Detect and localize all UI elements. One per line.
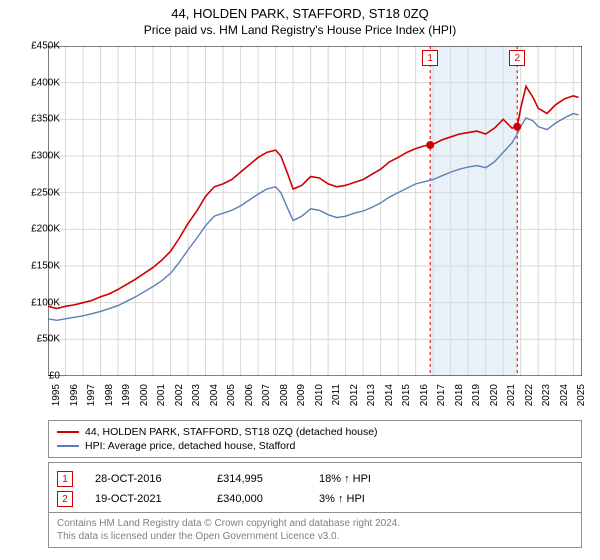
legend-label: 44, HOLDEN PARK, STAFFORD, ST18 0ZQ (det… <box>85 426 378 438</box>
x-tick-label: 2021 <box>506 384 517 406</box>
y-tick-label: £350K <box>14 114 60 125</box>
x-tick-label: 2007 <box>261 384 272 406</box>
x-tick-label: 2019 <box>471 384 482 406</box>
sale-marker-badge: 2 <box>509 50 525 66</box>
x-tick-label: 2008 <box>279 384 290 406</box>
sale-badge: 1 <box>57 471 73 487</box>
sale-price: £340,000 <box>217 493 297 505</box>
x-tick-label: 2022 <box>524 384 535 406</box>
x-tick-label: 2000 <box>139 384 150 406</box>
sale-date: 28-OCT-2016 <box>95 473 195 485</box>
x-axis-labels: 1995 1996 1997 1998 1999 2000 2001 2002 2003 2004… <box>48 380 582 420</box>
sales-table: 1 28-OCT-2016 £314,995 18% ↑ HPI 2 19-OCT-202… <box>48 462 582 516</box>
y-tick-label: £100K <box>14 297 60 308</box>
chart-plot-area <box>48 46 582 376</box>
x-tick-label: 2023 <box>541 384 552 406</box>
x-tick-label: 2015 <box>401 384 412 406</box>
y-tick-label: £400K <box>14 77 60 88</box>
x-tick-label: 2010 <box>314 384 325 406</box>
footer-line: Contains HM Land Registry data © Crown c… <box>57 517 573 530</box>
chart-subtitle: Price paid vs. HM Land Registry's House … <box>0 21 600 37</box>
x-tick-label: 2020 <box>489 384 500 406</box>
x-tick-label: 1996 <box>69 384 80 406</box>
y-tick-label: £250K <box>14 187 60 198</box>
x-tick-label: 1998 <box>104 384 115 406</box>
legend-box: 44, HOLDEN PARK, STAFFORD, ST18 0ZQ (det… <box>48 420 582 458</box>
sale-date: 19-OCT-2021 <box>95 493 195 505</box>
legend-label: HPI: Average price, detached house, Staf… <box>85 440 295 452</box>
sale-row: 2 19-OCT-2021 £340,000 3% ↑ HPI <box>57 489 573 509</box>
x-tick-label: 2002 <box>174 384 185 406</box>
footer-attribution: Contains HM Land Registry data © Crown c… <box>48 512 582 548</box>
x-tick-label: 2025 <box>576 384 587 406</box>
chart-container: 44, HOLDEN PARK, STAFFORD, ST18 0ZQ Pric… <box>0 0 600 560</box>
x-tick-label: 1995 <box>51 384 62 406</box>
legend-row: HPI: Average price, detached house, Staf… <box>57 439 573 453</box>
chart-svg <box>48 46 582 376</box>
y-tick-label: £150K <box>14 261 60 272</box>
legend-row: 44, HOLDEN PARK, STAFFORD, ST18 0ZQ (det… <box>57 425 573 439</box>
x-tick-label: 2006 <box>244 384 255 406</box>
y-tick-label: £450K <box>14 41 60 52</box>
x-tick-label: 2013 <box>366 384 377 406</box>
x-tick-label: 2018 <box>454 384 465 406</box>
x-tick-label: 1997 <box>86 384 97 406</box>
footer-line: This data is licensed under the Open Gov… <box>57 530 573 543</box>
y-tick-label: £50K <box>14 334 60 345</box>
sale-price: £314,995 <box>217 473 297 485</box>
legend-swatch <box>57 445 79 447</box>
sale-pct: 3% ↑ HPI <box>319 493 399 505</box>
legend-swatch <box>57 431 79 433</box>
y-tick-label: £300K <box>14 151 60 162</box>
x-tick-label: 1999 <box>121 384 132 406</box>
x-tick-label: 2009 <box>296 384 307 406</box>
x-tick-label: 2005 <box>226 384 237 406</box>
sale-marker-badge: 1 <box>422 50 438 66</box>
x-tick-label: 2012 <box>349 384 360 406</box>
x-tick-label: 2004 <box>209 384 220 406</box>
x-tick-label: 2011 <box>331 384 342 406</box>
y-tick-label: £200K <box>14 224 60 235</box>
x-tick-label: 2003 <box>191 384 202 406</box>
sale-badge: 2 <box>57 491 73 507</box>
chart-title-address: 44, HOLDEN PARK, STAFFORD, ST18 0ZQ <box>0 0 600 21</box>
sale-pct: 18% ↑ HPI <box>319 473 399 485</box>
x-tick-label: 2014 <box>384 384 395 406</box>
x-tick-label: 2016 <box>419 384 430 406</box>
sale-row: 1 28-OCT-2016 £314,995 18% ↑ HPI <box>57 469 573 489</box>
x-tick-label: 2017 <box>436 384 447 406</box>
x-tick-label: 2001 <box>156 384 167 406</box>
x-tick-label: 2024 <box>559 384 570 406</box>
